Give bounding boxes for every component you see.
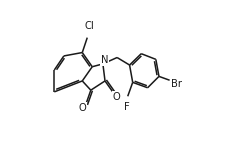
Text: O: O <box>113 92 121 102</box>
Text: Br: Br <box>171 80 182 89</box>
Text: F: F <box>124 102 130 112</box>
Text: N: N <box>101 55 108 65</box>
Text: Cl: Cl <box>85 21 94 31</box>
Text: O: O <box>78 103 86 113</box>
